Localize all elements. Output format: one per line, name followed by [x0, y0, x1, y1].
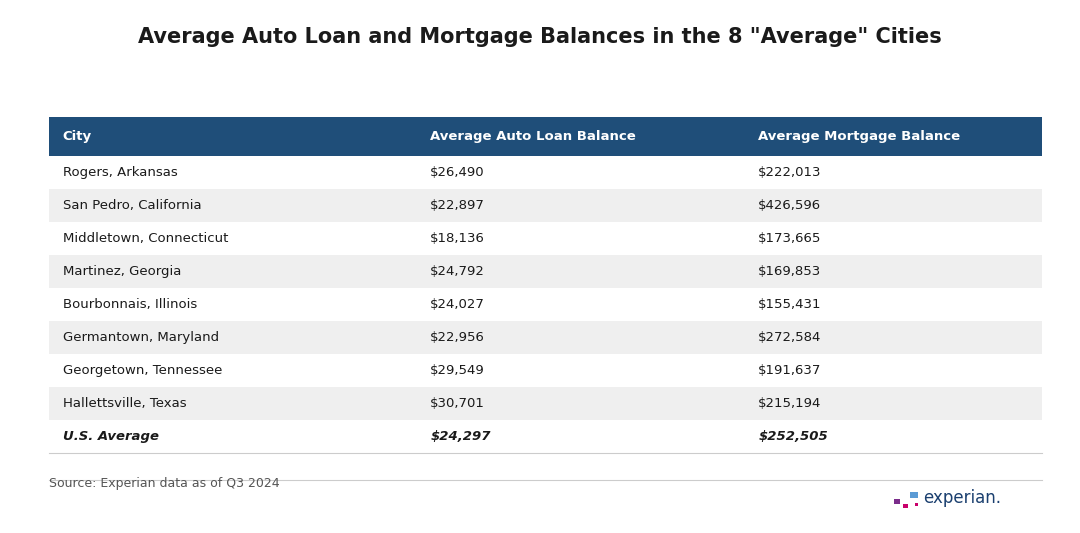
FancyBboxPatch shape: [49, 420, 1042, 453]
Text: $215,194: $215,194: [758, 397, 822, 410]
Text: $173,665: $173,665: [758, 232, 822, 245]
Text: $24,792: $24,792: [430, 265, 485, 278]
Text: $155,431: $155,431: [758, 298, 822, 311]
Text: Martinez, Georgia: Martinez, Georgia: [63, 265, 181, 278]
FancyBboxPatch shape: [49, 321, 1042, 354]
Text: Average Mortgage Balance: Average Mortgage Balance: [758, 130, 960, 143]
Text: $272,584: $272,584: [758, 331, 822, 344]
Text: experian.: experian.: [923, 489, 1001, 507]
FancyBboxPatch shape: [903, 504, 907, 508]
FancyBboxPatch shape: [910, 492, 918, 498]
Text: $426,596: $426,596: [758, 199, 821, 212]
Text: Germantown, Maryland: Germantown, Maryland: [63, 331, 219, 344]
FancyBboxPatch shape: [49, 189, 1042, 222]
Text: Average Auto Loan and Mortgage Balances in the 8 "Average" Cities: Average Auto Loan and Mortgage Balances …: [138, 27, 942, 47]
Text: Georgetown, Tennessee: Georgetown, Tennessee: [63, 364, 222, 377]
Text: $30,701: $30,701: [430, 397, 485, 410]
FancyBboxPatch shape: [915, 503, 918, 506]
Text: $24,297: $24,297: [430, 430, 490, 443]
FancyBboxPatch shape: [49, 156, 1042, 189]
FancyBboxPatch shape: [894, 499, 900, 504]
Text: U.S. Average: U.S. Average: [63, 430, 159, 443]
Text: $222,013: $222,013: [758, 166, 822, 179]
Text: $22,956: $22,956: [430, 331, 485, 344]
Text: $252,505: $252,505: [758, 430, 828, 443]
FancyBboxPatch shape: [49, 288, 1042, 321]
Text: $26,490: $26,490: [430, 166, 485, 179]
Text: Hallettsville, Texas: Hallettsville, Texas: [63, 397, 186, 410]
FancyBboxPatch shape: [49, 222, 1042, 255]
FancyBboxPatch shape: [49, 387, 1042, 420]
Text: $24,027: $24,027: [430, 298, 485, 311]
Text: Source: Experian data as of Q3 2024: Source: Experian data as of Q3 2024: [49, 477, 280, 490]
Text: Middletown, Connecticut: Middletown, Connecticut: [63, 232, 228, 245]
Text: Bourbonnais, Illinois: Bourbonnais, Illinois: [63, 298, 197, 311]
Text: San Pedro, California: San Pedro, California: [63, 199, 201, 212]
Text: $18,136: $18,136: [430, 232, 485, 245]
Text: Rogers, Arkansas: Rogers, Arkansas: [63, 166, 177, 179]
FancyBboxPatch shape: [49, 354, 1042, 387]
Text: $29,549: $29,549: [430, 364, 485, 377]
Text: Average Auto Loan Balance: Average Auto Loan Balance: [430, 130, 636, 143]
Text: City: City: [63, 130, 92, 143]
Text: $191,637: $191,637: [758, 364, 822, 377]
FancyBboxPatch shape: [49, 255, 1042, 288]
Text: $169,853: $169,853: [758, 265, 822, 278]
Text: $22,897: $22,897: [430, 199, 485, 212]
FancyBboxPatch shape: [49, 117, 1042, 156]
